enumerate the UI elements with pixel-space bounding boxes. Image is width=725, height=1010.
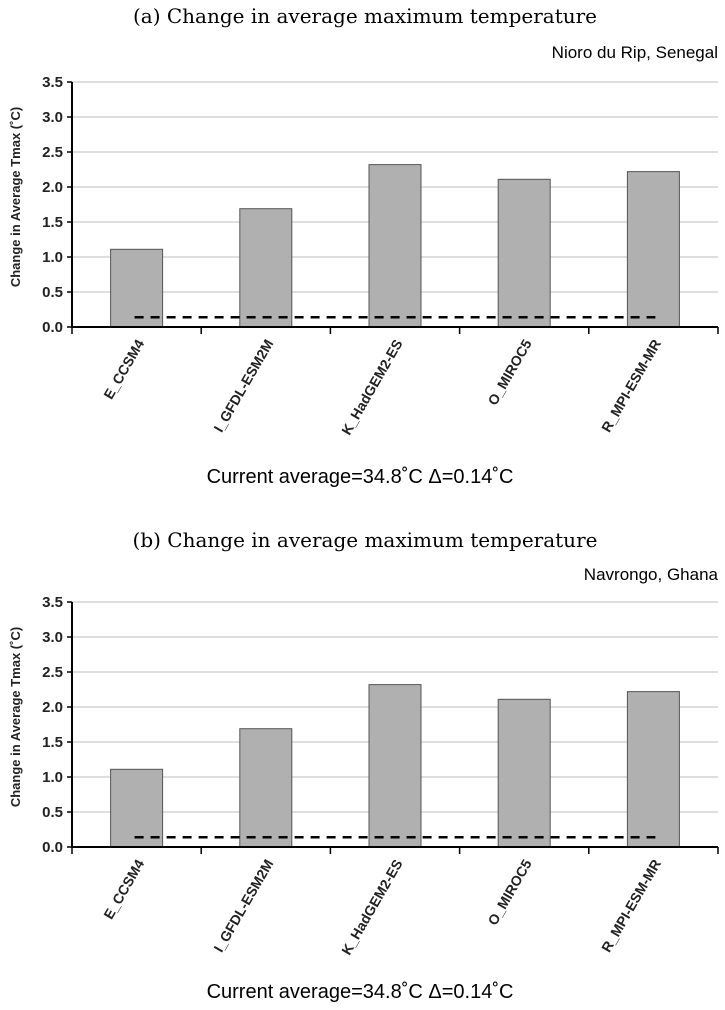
- bar: [497, 698, 551, 848]
- x-tick-label: O_MIROC5: [484, 336, 535, 408]
- chart-svg-a: (a) Change in average maximum temperatur…: [8, 4, 719, 488]
- bar: [110, 768, 164, 848]
- y-tick-label: 0.0: [42, 839, 63, 856]
- x-tick-label: R_MPI-ESM-MR: [598, 337, 664, 435]
- y-tick-label: 3.5: [42, 74, 63, 91]
- y-tick-label: 1.0: [42, 249, 63, 266]
- chart-caption: (a) Change in average maximum temperatur…: [133, 4, 597, 28]
- bar: [626, 691, 680, 848]
- y-tick-label: 2.5: [42, 144, 63, 161]
- y-axis-label: Change in Average Tmax (˚C): [8, 627, 23, 807]
- chart-svg-b: (b) Change in average maximum temperatur…: [8, 528, 719, 1003]
- chart-panel-a: (a) Change in average maximum temperatur…: [0, 0, 725, 490]
- y-tick-label: 3.5: [42, 594, 63, 611]
- y-tick-label: 1.5: [42, 734, 63, 751]
- y-tick-label: 1.5: [42, 214, 63, 231]
- y-tick-label: 0.5: [42, 284, 63, 301]
- bar: [239, 208, 293, 328]
- x-tick-label: E_CCSM4: [100, 856, 147, 921]
- y-tick-label: 0.5: [42, 804, 63, 821]
- x-tick-label: R_MPI-ESM-MR: [598, 857, 664, 955]
- bar: [368, 164, 422, 328]
- y-tick-label: 3.0: [42, 109, 63, 126]
- chart-caption: (b) Change in average maximum temperatur…: [133, 528, 598, 552]
- x-tick-label: K_HadGEM2-ES: [338, 337, 406, 438]
- chart-note: Current average=34.8˚C Δ=0.14˚C: [207, 981, 514, 1003]
- chart-location: Nioro du Rip, Senegal: [552, 43, 718, 62]
- x-tick-label: I_GFDL-ESM2M: [210, 857, 276, 955]
- bar: [368, 684, 422, 848]
- x-tick-label: E_CCSM4: [100, 336, 147, 401]
- y-tick-label: 2.0: [42, 699, 63, 716]
- y-tick-label: 0.0: [42, 319, 63, 336]
- x-tick-label: O_MIROC5: [484, 856, 535, 928]
- x-tick-label: K_HadGEM2-ES: [338, 857, 406, 958]
- x-tick-label: I_GFDL-ESM2M: [210, 337, 276, 435]
- bar: [626, 171, 680, 328]
- bar: [239, 728, 293, 848]
- y-tick-label: 2.5: [42, 664, 63, 681]
- bar: [110, 248, 164, 328]
- y-tick-label: 3.0: [42, 629, 63, 646]
- chart-note: Current average=34.8˚C Δ=0.14˚C: [207, 466, 514, 488]
- chart-panel-b: (b) Change in average maximum temperatur…: [0, 520, 725, 1010]
- chart-location: Navrongo, Ghana: [584, 565, 719, 584]
- y-tick-label: 2.0: [42, 179, 63, 196]
- y-tick-label: 1.0: [42, 769, 63, 786]
- bar: [497, 178, 551, 328]
- y-axis-label: Change in Average Tmax (˚C): [8, 107, 23, 287]
